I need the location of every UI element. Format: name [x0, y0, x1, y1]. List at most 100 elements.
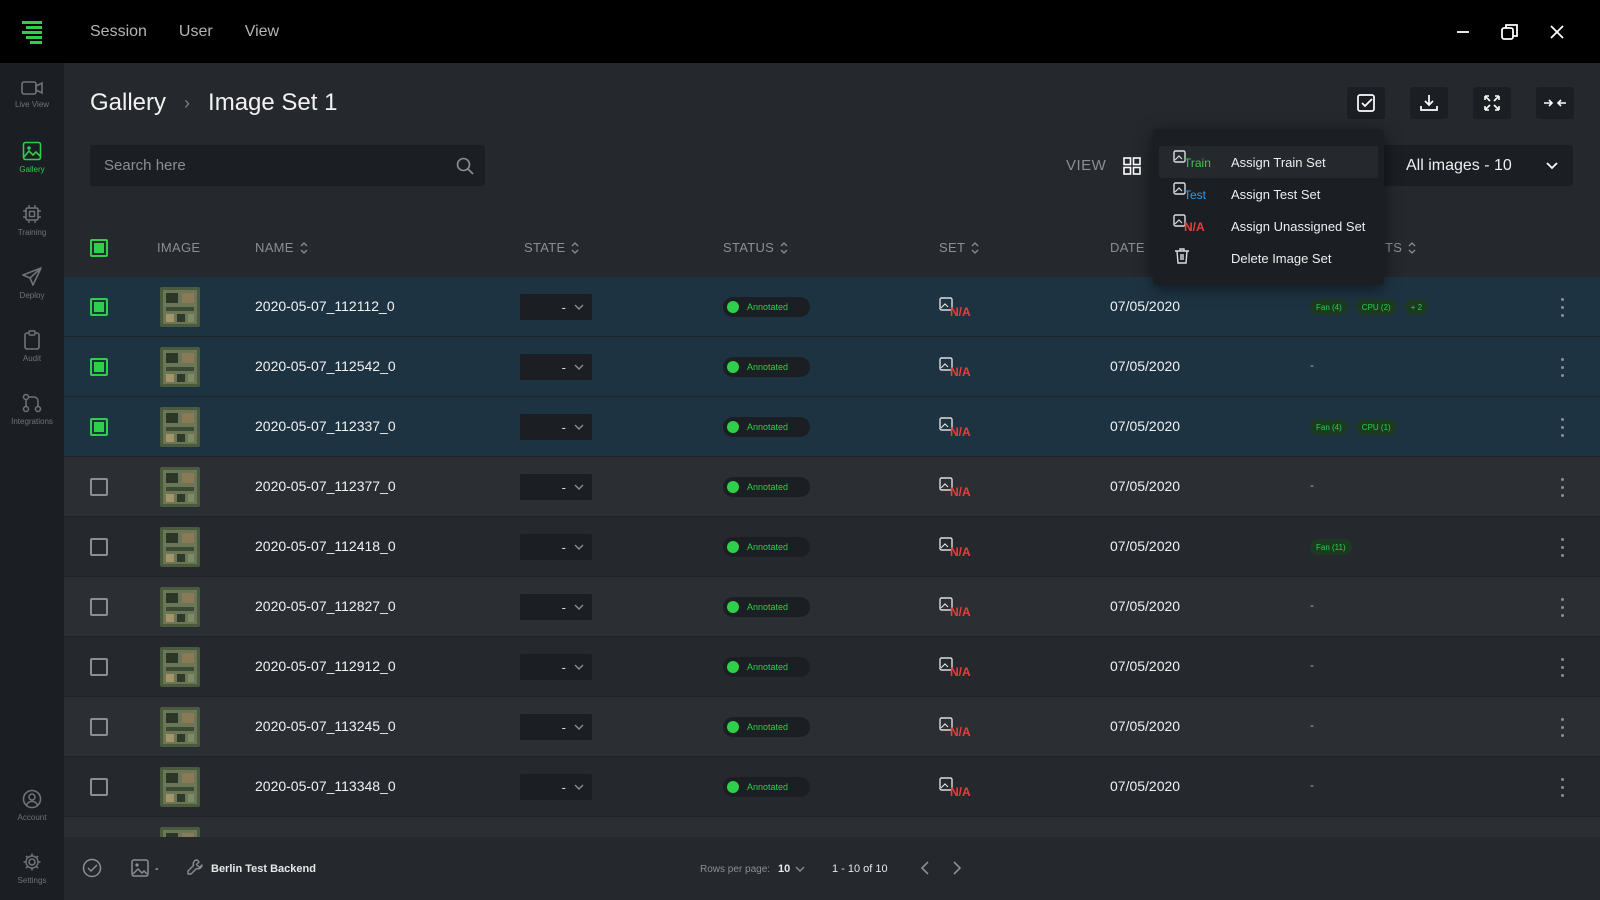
row-checkbox[interactable]: [90, 298, 108, 316]
check-circle-icon[interactable]: [82, 858, 102, 883]
prev-page-button[interactable]: [919, 860, 931, 881]
image-name[interactable]: 2020-05-07_112912_0: [255, 658, 396, 674]
table-row[interactable]: 2020-05-07_112912_0 - Annotated N/A 07/05/20…: [64, 637, 1600, 697]
sidebar-item-gallery[interactable]: Gallery: [0, 126, 64, 189]
sidebar-item-settings[interactable]: Settings: [0, 837, 64, 900]
more-options-icon[interactable]: [1556, 595, 1568, 619]
image-name[interactable]: 2020-05-07_112542_0: [255, 358, 396, 374]
set-na-icon[interactable]: N/A: [939, 537, 973, 564]
menu-user[interactable]: User: [178, 22, 213, 40]
row-checkbox[interactable]: [90, 658, 108, 676]
image-thumbnail[interactable]: [160, 767, 200, 807]
restore-button[interactable]: [1486, 12, 1533, 52]
row-checkbox[interactable]: [90, 478, 108, 496]
row-checkbox[interactable]: [90, 718, 108, 736]
sidebar-item-deploy[interactable]: Deploy: [0, 252, 64, 315]
more-options-icon[interactable]: [1556, 475, 1568, 499]
grid-view-button[interactable]: [1113, 147, 1151, 185]
select-all-button[interactable]: [1347, 87, 1385, 119]
more-options-icon[interactable]: [1556, 355, 1568, 379]
set-na-icon[interactable]: N/A: [939, 417, 973, 444]
menu-session[interactable]: Session: [90, 22, 147, 40]
set-na-icon[interactable]: N/A: [939, 777, 973, 804]
more-options-icon[interactable]: [1556, 715, 1568, 739]
sidebar-item-audit[interactable]: Audit: [0, 315, 64, 378]
more-options-icon[interactable]: [1556, 415, 1568, 439]
select-all-checkbox[interactable]: [90, 239, 108, 257]
image-thumbnail[interactable]: [160, 647, 200, 687]
state-select[interactable]: -: [520, 774, 592, 800]
table-row[interactable]: 2020-05-07_112827_0 - Annotated N/A 07/05/20…: [64, 577, 1600, 637]
set-na-icon[interactable]: N/A: [939, 597, 973, 624]
state-select[interactable]: -: [520, 654, 592, 680]
set-na-icon[interactable]: N/A: [939, 357, 973, 384]
row-checkbox[interactable]: [90, 538, 108, 556]
image-name[interactable]: 2020-05-07_112337_0: [255, 418, 396, 434]
menu-view[interactable]: View: [244, 22, 280, 40]
next-page-button[interactable]: [951, 860, 963, 881]
table-row[interactable]: 2020-05-07_112112_0 - Annotated N/A 07/05/20…: [64, 277, 1600, 337]
image-thumbnail[interactable]: [160, 407, 200, 447]
assign-test-set-item[interactable]: Test Assign Test Set: [1159, 178, 1378, 210]
image-filter-select[interactable]: All images - 10: [1382, 145, 1573, 186]
row-checkbox[interactable]: [90, 778, 108, 796]
set-na-icon[interactable]: N/A: [939, 477, 973, 504]
sidebar-item-training[interactable]: Training: [0, 189, 64, 252]
state-select[interactable]: -: [520, 354, 592, 380]
column-state[interactable]: STATE: [524, 240, 579, 255]
image-name[interactable]: 2020-05-07_112377_0: [255, 478, 396, 494]
row-checkbox[interactable]: [90, 358, 108, 376]
collapse-button[interactable]: [1536, 87, 1574, 119]
column-date[interactable]: DATE: [1110, 240, 1145, 255]
state-select[interactable]: -: [520, 534, 592, 560]
image-thumbnail[interactable]: [160, 707, 200, 747]
image-name[interactable]: 2020-05-07_113245_0: [255, 718, 396, 734]
state-select[interactable]: -: [520, 294, 592, 320]
more-options-icon[interactable]: [1556, 775, 1568, 799]
sidebar-item-integrations[interactable]: Integrations: [0, 378, 64, 441]
image-thumbnail[interactable]: [160, 827, 200, 837]
image-thumbnail[interactable]: [160, 287, 200, 327]
sidebar-item-account[interactable]: Account: [0, 774, 64, 837]
image-thumbnail[interactable]: [160, 347, 200, 387]
column-status[interactable]: STATUS: [723, 240, 788, 255]
more-options-icon[interactable]: [1556, 535, 1568, 559]
column-name[interactable]: NAME: [255, 240, 308, 255]
state-select[interactable]: -: [520, 714, 592, 740]
close-button[interactable]: [1533, 12, 1580, 52]
column-objects[interactable]: TS: [1385, 240, 1416, 255]
table-row[interactable]: 2020-05-07_112418_0 - Annotated N/A 07/05/20…: [64, 517, 1600, 577]
assign-unassigned-set-item[interactable]: N/A Assign Unassigned Set: [1159, 210, 1378, 242]
breadcrumb-gallery[interactable]: Gallery: [90, 89, 167, 116]
image-name[interactable]: 2020-05-07_112112_0: [255, 298, 395, 314]
table-row[interactable]: 2020-05-07_112542_0 - Annotated N/A 07/05/20…: [64, 337, 1600, 397]
download-button[interactable]: [1410, 87, 1448, 119]
state-select[interactable]: -: [520, 474, 592, 500]
search-icon[interactable]: [445, 157, 485, 175]
image-name[interactable]: 2020-05-07_112418_0: [255, 538, 396, 554]
column-set[interactable]: SET: [939, 240, 979, 255]
state-select[interactable]: -: [520, 414, 592, 440]
image-thumbnail[interactable]: [160, 527, 200, 567]
table-row[interactable]: 2020-05-07_113348_0 - Annotated N/A 07/05/20…: [64, 757, 1600, 817]
search-input[interactable]: [90, 157, 445, 174]
more-options-icon[interactable]: [1556, 655, 1568, 679]
image-name[interactable]: 2020-05-07_112827_0: [255, 598, 396, 614]
assign-train-set-item[interactable]: Train Assign Train Set: [1159, 146, 1378, 178]
sidebar-item-live-view[interactable]: Live View: [0, 63, 64, 126]
image-thumbnail[interactable]: [160, 587, 200, 627]
table-row[interactable]: 2020-05-07_113245_0 - Annotated N/A 07/05/20…: [64, 697, 1600, 757]
table-row[interactable]: 2020-05-07_112337_0 - Annotated N/A 07/05/20…: [64, 397, 1600, 457]
minimize-button[interactable]: [1439, 12, 1486, 52]
set-na-icon[interactable]: N/A: [939, 297, 973, 324]
image-name[interactable]: 2020-05-07_113348_0: [255, 778, 396, 794]
table-row[interactable]: 2020-05-07_112377_0 - Annotated N/A 07/05/20…: [64, 457, 1600, 517]
rows-per-page-select[interactable]: 10: [778, 863, 805, 875]
state-select[interactable]: -: [520, 594, 592, 620]
more-options-icon[interactable]: [1556, 295, 1568, 319]
image-thumbnail[interactable]: [160, 467, 200, 507]
set-na-icon[interactable]: N/A: [939, 657, 973, 684]
row-checkbox[interactable]: [90, 418, 108, 436]
expand-button[interactable]: [1473, 87, 1511, 119]
table-row[interactable]: [64, 817, 1600, 837]
